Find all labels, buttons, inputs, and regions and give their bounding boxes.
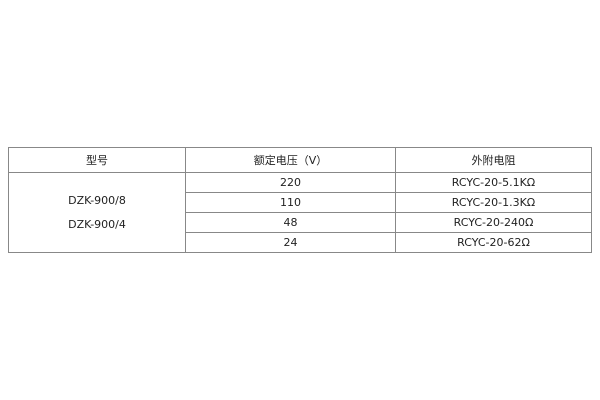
table-header-row: 型号 额定电压（V） 外附电阻: [8, 147, 592, 173]
model-name: DZK-900/4: [68, 217, 126, 231]
voltage-cell: 48: [185, 212, 396, 233]
table-row: DZK-900/8 DZK-900/4 220 RCYC-20-5.1KΩ: [8, 172, 592, 253]
voltage-cell: 220: [185, 172, 396, 193]
resistor-cell: RCYC-20-240Ω: [395, 212, 592, 233]
resistor-cell: RCYC-20-62Ω: [395, 232, 592, 253]
voltage-cell: 24: [185, 232, 396, 253]
spec-table: 型号 额定电压（V） 外附电阻 DZK-900/8 DZK-900/4 220 …: [8, 147, 592, 253]
header-voltage: 额定电压（V）: [185, 147, 396, 173]
resistor-cell: RCYC-20-5.1KΩ: [395, 172, 592, 193]
table-row: 24 RCYC-20-62Ω: [9, 232, 592, 253]
header-model: 型号: [8, 147, 186, 173]
voltage-cell: 110: [185, 192, 396, 213]
resistor-cell: RCYC-20-1.3KΩ: [395, 192, 592, 213]
model-name: DZK-900/8: [68, 193, 126, 207]
model-cell: DZK-900/8 DZK-900/4: [8, 172, 186, 253]
header-resistor: 外附电阻: [395, 147, 592, 173]
